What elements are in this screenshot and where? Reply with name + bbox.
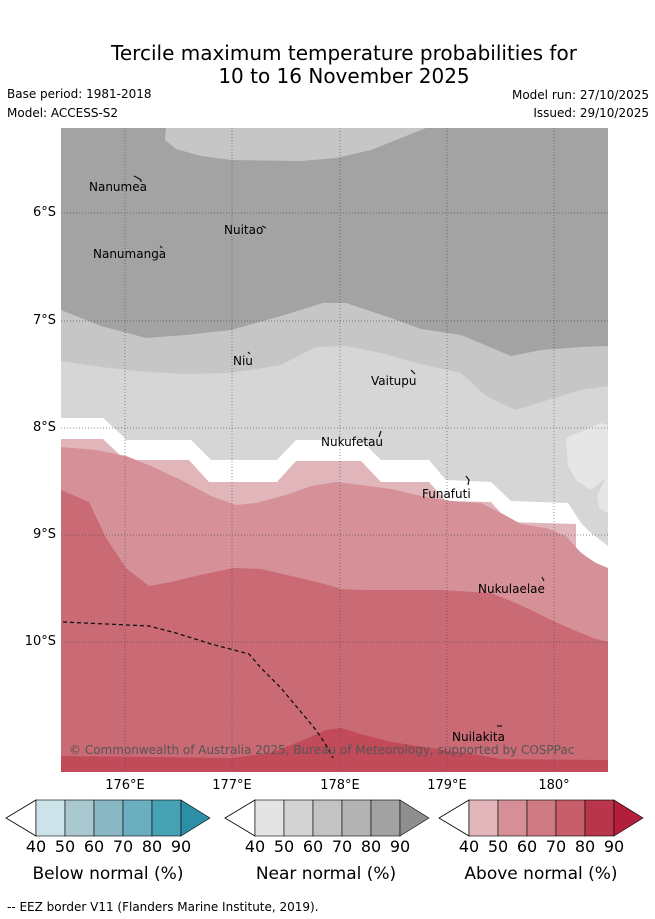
place-vaitupu: Vaitupu [371, 374, 417, 388]
map-title-line2: 10 to 16 November 2025 [218, 64, 470, 88]
colorbar-below-title: Below normal (%) [32, 864, 184, 884]
lat-label-9s: 9°S [32, 527, 56, 542]
lat-label-8s: 8°S [32, 420, 56, 435]
copyright-text: © Commonwealth of Australia 2025, Bureau… [69, 743, 575, 757]
colorbar-segment [151, 799, 182, 837]
graticule [61, 128, 608, 772]
zone-near-light [566, 423, 608, 513]
colorbar-tick-label: 90 [170, 837, 192, 856]
colorbar-tick-label: 60 [83, 837, 105, 856]
colorbar-tick-label: 90 [389, 837, 411, 856]
colorbar-segment [283, 799, 314, 837]
colorbar-segment [584, 799, 615, 837]
colorbar-tick-label: 40 [458, 837, 480, 856]
place-nanumea: Nanumea [89, 180, 147, 194]
colorbar-tick-label: 60 [516, 837, 538, 856]
colorbar-below-normal [5, 799, 211, 837]
colorbar-segment [122, 799, 153, 837]
colorbar-segment [64, 799, 95, 837]
model-run: Model run: 27/10/2025 [511, 88, 649, 102]
place-nanumanga: Nanumanga [93, 247, 167, 261]
colorbar-tick-label: 50 [273, 837, 295, 856]
lon-label-178e: 178°E [320, 778, 360, 793]
colorbar-tick-label: 50 [487, 837, 509, 856]
place-nuitao: Nuitao [224, 223, 264, 237]
colorbar-segment [312, 799, 343, 837]
colorbar-above-normal [438, 799, 644, 837]
zone-near-50-top [165, 128, 426, 161]
colorbar-segment [526, 799, 557, 837]
colorbar-segment [399, 799, 430, 837]
colorbar-segment [254, 799, 285, 837]
lat-label-10s: 10°S [24, 634, 56, 649]
colorbar-tick-label: 40 [244, 837, 266, 856]
colorbar-tick-label: 50 [54, 837, 76, 856]
colorbar-tick-label: 60 [302, 837, 324, 856]
lon-label-177e: 177°E [212, 778, 252, 793]
place-nukufetau: Nukufetau [321, 435, 384, 449]
colorbar-segment [497, 799, 528, 837]
lon-label-176e: 176°E [105, 778, 145, 793]
model-name: Model: ACCESS-S2 [7, 106, 119, 120]
colorbar-extend-low [224, 799, 256, 837]
eez-border [62, 621, 334, 759]
place-funafuti: Funafuti [422, 487, 471, 501]
colorbar-near-normal [224, 799, 430, 837]
colorbar-tick-label: 70 [331, 837, 353, 856]
colorbar-near-title: Near normal (%) [255, 864, 397, 884]
colorbar-tick-label: 80 [574, 837, 596, 856]
zone-above-70 [61, 728, 608, 772]
colorbar-segment [35, 799, 66, 837]
colorbar-segment [180, 799, 211, 837]
colorbar-segment [341, 799, 372, 837]
place-nuilakita: Nuilakita [452, 730, 505, 744]
colorbar-extend-low [438, 799, 470, 837]
colorbar-segment [468, 799, 499, 837]
lat-label-6s: 6°S [32, 205, 56, 220]
colorbar-extend-low [5, 799, 37, 837]
island-markers [133, 175, 545, 727]
colorbar-tick-label: 80 [141, 837, 163, 856]
lon-label-180: 180° [538, 778, 570, 793]
colorbar-segment [613, 799, 644, 837]
base-period: Base period: 1981-2018 [7, 87, 152, 101]
map-area [61, 128, 608, 772]
lon-label-179e: 179°E [427, 778, 467, 793]
lat-label-7s: 7°S [32, 313, 56, 328]
colorbar-tick-label: 80 [360, 837, 382, 856]
colorbar-segment [93, 799, 124, 837]
place-niu: Niu [233, 354, 253, 368]
colorbar-tick-label: 40 [25, 837, 47, 856]
place-nukulaelae: Nukulaelae [478, 582, 545, 596]
map-title-line1: Tercile maximum temperature probabilitie… [111, 41, 577, 65]
issued-date: Issued: 29/10/2025 [533, 106, 649, 120]
colorbar-tick-label: 70 [112, 837, 134, 856]
colorbar-tick-label: 90 [603, 837, 625, 856]
colorbar-segment [555, 799, 586, 837]
zone-above-60 [61, 490, 608, 772]
eez-footer-note: -- EEZ border V11 (Flanders Marine Insti… [7, 900, 319, 914]
colorbar-segment [370, 799, 401, 837]
colorbar-above-title: Above normal (%) [464, 864, 618, 884]
colorbar-tick-label: 70 [545, 837, 567, 856]
